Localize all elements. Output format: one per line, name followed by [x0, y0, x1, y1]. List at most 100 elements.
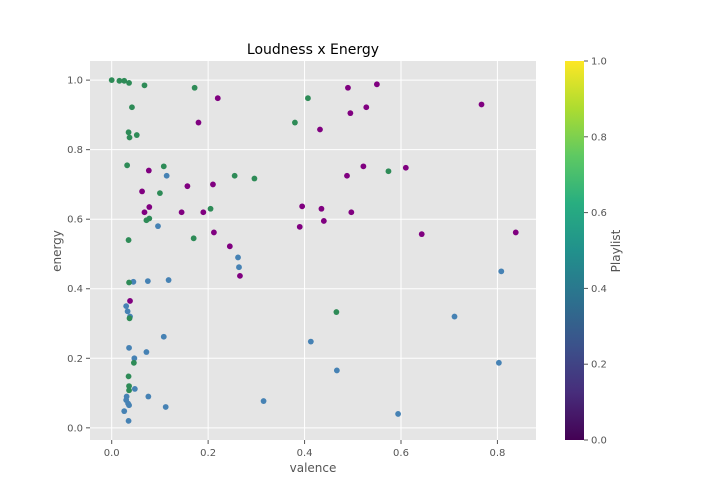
data-point: [133, 132, 140, 138]
data-point: [360, 163, 367, 170]
colorbar-tick-label: 0.4: [591, 284, 607, 295]
data-point: [162, 404, 169, 410]
data-point: [260, 398, 267, 404]
y-tick-labels: 0.0 0.2 0.4 0.6 0.8 1.0: [67, 76, 90, 434]
data-point: [333, 309, 340, 315]
data-point: [131, 355, 138, 362]
data-point: [131, 385, 138, 392]
data-point: [237, 272, 243, 279]
data-point: [143, 349, 150, 355]
data-point: [124, 308, 131, 315]
data-point: [165, 277, 172, 283]
colorbar-tick-label: 0.2: [591, 360, 607, 371]
data-point: [345, 84, 351, 91]
data-point: [210, 181, 216, 188]
chart-title: Loudness x Energy: [247, 42, 379, 58]
data-point: [395, 411, 402, 417]
grid-lines: [90, 61, 536, 440]
data-point: [144, 278, 151, 284]
data-point: [126, 279, 132, 286]
data-point: [123, 303, 130, 310]
data-point: [307, 338, 314, 345]
data-point: [318, 205, 325, 212]
data-point: [299, 203, 306, 210]
series-1: [121, 172, 505, 424]
data-point: [347, 110, 354, 117]
data-point: [305, 95, 311, 102]
y-tick-label: 1.0: [67, 76, 83, 87]
data-point: [108, 77, 115, 84]
data-point: [231, 172, 238, 179]
data-point: [123, 393, 130, 400]
y-tick-label: 0.6: [67, 215, 83, 226]
data-point: [363, 104, 370, 111]
data-point: [130, 359, 137, 366]
y-tick-label: 0.2: [67, 354, 83, 365]
data-point: [195, 119, 202, 126]
colorbar-ticks: 0.0 0.2 0.4 0.6 0.8 1.0: [584, 57, 607, 447]
data-point: [126, 383, 132, 390]
data-point: [178, 209, 185, 216]
data-point: [125, 373, 132, 380]
data-point: [344, 172, 350, 179]
data-point: [126, 402, 132, 409]
data-point: [211, 229, 217, 236]
data-point: [126, 315, 133, 322]
data-point: [155, 223, 161, 230]
data-point: [129, 104, 135, 111]
data-point: [127, 298, 133, 304]
data-point: [292, 119, 298, 126]
data-point: [146, 215, 153, 222]
x-tick-label: 0.8: [489, 448, 505, 459]
data-point: [296, 223, 303, 230]
data-point: [121, 408, 128, 415]
colorbar-label: Playlist: [609, 229, 623, 272]
data-point: [214, 95, 221, 102]
y-axis-label: energy: [50, 230, 64, 272]
data-point: [251, 175, 258, 182]
x-tick-labels: 0.0 0.2 0.4 0.6 0.8: [104, 440, 505, 459]
data-point: [190, 235, 197, 242]
data-points: [108, 77, 519, 424]
data-point: [200, 209, 207, 216]
plot-area: [90, 61, 536, 440]
x-tick-label: 0.2: [200, 448, 216, 459]
colorbar: [565, 61, 584, 440]
data-point: [418, 231, 425, 238]
colorbar-tick-label: 0.6: [591, 208, 607, 219]
colorbar-tick-label: 0.8: [591, 132, 607, 143]
data-point: [184, 183, 191, 190]
data-point: [130, 278, 137, 285]
data-point: [116, 77, 123, 84]
data-point: [451, 313, 458, 320]
data-point: [402, 164, 409, 171]
colorbar-tick-label: 1.0: [591, 57, 607, 68]
x-axis-label: valence: [290, 461, 337, 475]
data-point: [145, 393, 152, 400]
data-point: [236, 264, 242, 271]
colorbar-tick-label: 0.0: [591, 436, 607, 447]
data-point: [373, 81, 380, 88]
data-point: [495, 359, 502, 366]
y-tick-label: 0.4: [67, 284, 83, 295]
y-tick-label: 0.8: [67, 145, 83, 156]
data-point: [226, 243, 233, 250]
data-point: [163, 172, 170, 179]
data-point: [320, 218, 327, 224]
data-point: [157, 190, 163, 197]
data-point: [126, 387, 132, 394]
x-tick-label: 0.0: [104, 448, 120, 459]
data-point: [317, 126, 323, 133]
x-tick-label: 0.4: [297, 448, 313, 459]
data-point: [348, 209, 355, 216]
data-point: [498, 268, 505, 275]
data-point: [146, 204, 153, 210]
data-point: [126, 134, 133, 141]
data-point: [478, 101, 485, 108]
data-point: [126, 80, 132, 86]
data-point: [235, 254, 241, 261]
data-point: [126, 344, 132, 351]
data-point: [125, 417, 132, 424]
data-point: [512, 229, 519, 236]
